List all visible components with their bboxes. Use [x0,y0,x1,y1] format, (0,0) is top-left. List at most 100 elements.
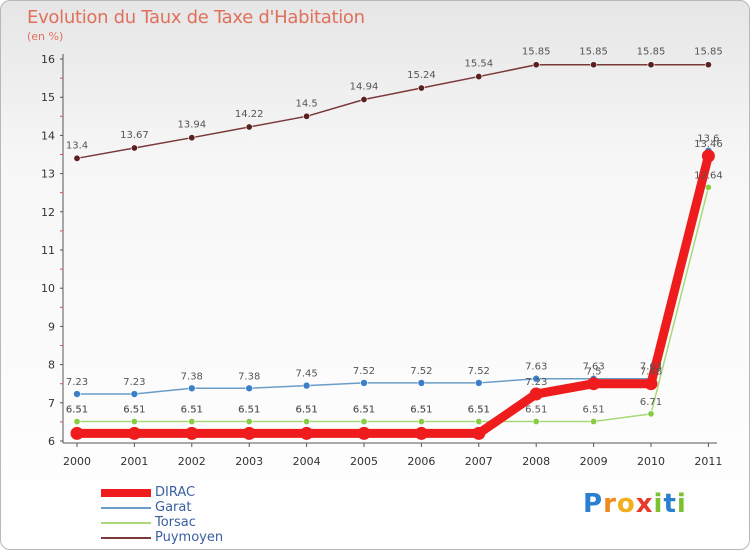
torsac-data-label: 6.51 [410,405,432,416]
garat-data-label: 7.45 [295,369,317,380]
puymoyen-data-label: 15.85 [637,47,666,58]
garat-point [532,374,541,383]
garat-point [188,384,196,393]
puymoyen-data-label: 14.22 [235,109,264,120]
dirac-series-line [72,151,713,438]
x-tick-label: 2008 [522,455,550,468]
garat-data-label: 7.23 [66,377,88,388]
dirac-data-label: 6.51 [123,405,145,416]
garat-data-label: 7.63 [525,362,547,373]
torsac-data-label: 6.51 [525,405,547,416]
puymoyen-point [590,61,598,69]
x-tick-label: 2009 [580,455,608,468]
garat-data-label: 7.23 [123,377,145,388]
puymoyen-point [704,61,712,69]
torsac-point [360,418,368,426]
dirac-point [185,426,199,440]
dirac-point [127,426,141,440]
y-tick-label: 9 [48,320,55,333]
y-tick-label: 7 [48,397,55,410]
puymoyen-point [130,144,138,152]
dirac-data-label: 6.51 [66,405,88,416]
dirac-point [242,426,256,440]
dirac-point [701,149,715,163]
torsac-data-label: 6.51 [353,405,375,416]
y-tick-label: 13 [41,168,55,181]
torsac-point [417,418,425,426]
torsac-data-label: 6.51 [181,405,203,416]
y-tick-label: 11 [41,244,55,257]
dirac-data-label: 6.51 [468,405,490,416]
puymoyen-data-label: 15.85 [522,47,551,58]
puymoyen-data-label: 14.94 [350,81,379,92]
torsac-data-label: 6.51 [66,405,88,416]
puymoyen-data-label: 15.85 [579,47,608,58]
torsac-point [647,410,655,418]
dirac-point [414,426,428,440]
garat-data-label: 7.63 [582,362,604,373]
dirac-data-label: 7.48 [640,367,662,378]
puymoyen-point [475,73,483,81]
legend-label: Garat [155,500,192,515]
torsac-point [704,183,712,191]
dirac-data-label: 6.51 [238,405,260,416]
puymoyen-data-label: 15.85 [694,47,723,58]
logo-letter: i [676,489,687,519]
puymoyen-data-label: 13.67 [120,130,149,141]
torsac-data-label: 6.51 [238,405,260,416]
y-tick-label: 15 [41,91,55,104]
torsac-series-line [76,186,710,423]
y-tick-label: 6 [48,435,55,448]
garat-point [130,390,139,398]
x-tick-label: 2002 [178,455,206,468]
garat-point [302,381,311,390]
torsac-data-label: 6.51 [123,405,145,416]
dirac-point [472,426,486,440]
legend-label: DIRAC [155,485,196,500]
x-tick-label: 2011 [694,455,722,468]
puymoyen-data-label: 13.4 [66,140,88,151]
puymoyen-point [360,95,368,103]
legend-label: Torsac [155,515,196,530]
puymoyen-point [647,61,655,69]
logo-letter: t [663,489,677,519]
puymoyen-point [73,154,81,162]
garat-point [360,379,368,387]
dirac-point [644,377,658,391]
x-tick-label: 2010 [637,455,665,468]
torsac-data-label: 6.71 [640,397,662,408]
garat-data-label: 7.52 [468,366,490,377]
garat-point [474,379,483,387]
dirac-data-label: 13.46 [694,139,723,150]
torsac-data-label: 6.51 [468,405,490,416]
puymoyen-point [245,123,253,131]
y-tick-label: 12 [41,206,55,219]
logo-letter: o [616,489,636,519]
garat-data-label: 7.38 [238,371,260,382]
puymoyen-point [303,112,311,120]
puymoyen-data-label: 13.94 [177,120,206,131]
garat-data-label: 7.52 [353,366,375,377]
torsac-point [590,418,598,426]
dirac-data-label: 7.5 [586,367,602,378]
garat-data-label: 13.6 [697,134,719,145]
dirac-data-label: 6.51 [295,405,317,416]
legend-swatch [101,507,151,509]
puymoyen-data-label: 15.24 [407,70,436,81]
torsac-point [73,418,81,426]
torsac-point [188,418,196,426]
garat-data-label: 7.52 [410,366,432,377]
garat-point [417,379,426,387]
torsac-point [532,418,540,426]
dirac-point [70,426,84,440]
legend-swatch [101,489,151,497]
torsac-point [130,418,138,426]
y-tick-label: 10 [41,282,55,295]
x-tick-label: 2006 [407,455,435,468]
puymoyen-point [532,61,540,69]
x-tick-label: 2004 [293,455,321,468]
torsac-data-label: 6.51 [582,405,604,416]
garat-point [245,384,253,393]
